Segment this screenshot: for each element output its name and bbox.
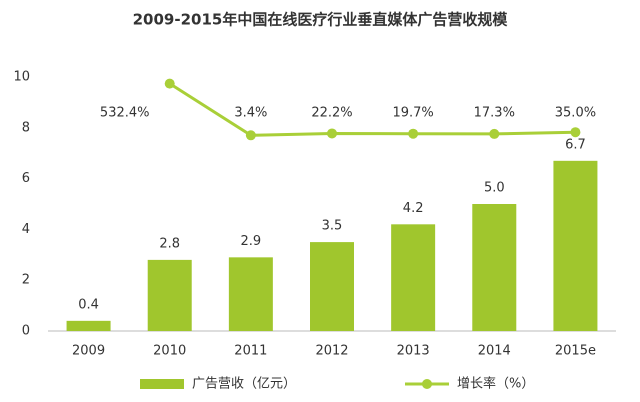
x-tick-label: 2012 [315,344,348,359]
x-tick-label: 2009 [72,344,105,359]
line-point [489,128,500,139]
chart-title: 2009-2015年中国在线医疗行业垂直媒体广告营收规模 [133,11,509,29]
line-point [408,128,419,139]
legend-swatch [422,379,432,389]
line-value-label: 19.7% [392,106,433,121]
line-value-label: 532.4% [100,106,150,121]
line-point [570,127,581,138]
bar-value-label: 0.4 [78,297,99,312]
y-tick-label: 10 [13,70,30,85]
bar [228,257,273,331]
line-value-label: 35.0% [555,106,596,121]
bar-value-label: 2.9 [241,234,262,249]
line [168,82,576,137]
x-tick-label: 2015e [555,344,596,359]
y-tick-label: 2 [22,273,30,288]
bar-value-label: 3.5 [322,219,343,234]
bar [553,160,598,331]
bar-value-label: 4.2 [403,201,424,216]
legend-label: 增长率（%） [457,376,534,392]
x-tick-label: 2014 [478,344,511,359]
y-tick-label: 4 [22,222,30,237]
y-tick-label: 0 [22,324,30,339]
bar [66,320,111,331]
bar [147,259,192,331]
bar [310,242,354,331]
x-tick-label: 2013 [397,344,430,359]
line-value-label: 17.3% [474,106,515,121]
y-tick-label: 6 [22,171,30,186]
bar-value-label: 2.8 [159,236,180,251]
bar [472,204,517,331]
line-point [245,130,256,141]
line-value-label: 22.2% [311,106,352,121]
line-point [164,78,175,89]
legend-label: 广告营收（亿元） [192,377,296,392]
bar-value-label: 5.0 [484,181,505,196]
x-tick-label: 2010 [153,344,186,359]
y-tick-label: 8 [22,120,30,135]
bar [391,224,436,331]
bar-value-label: 6.7 [565,137,586,152]
x-tick-label: 2011 [234,344,267,359]
legend-swatch [140,379,184,389]
line-point [327,128,337,139]
line-value-label: 3.4% [234,106,267,121]
